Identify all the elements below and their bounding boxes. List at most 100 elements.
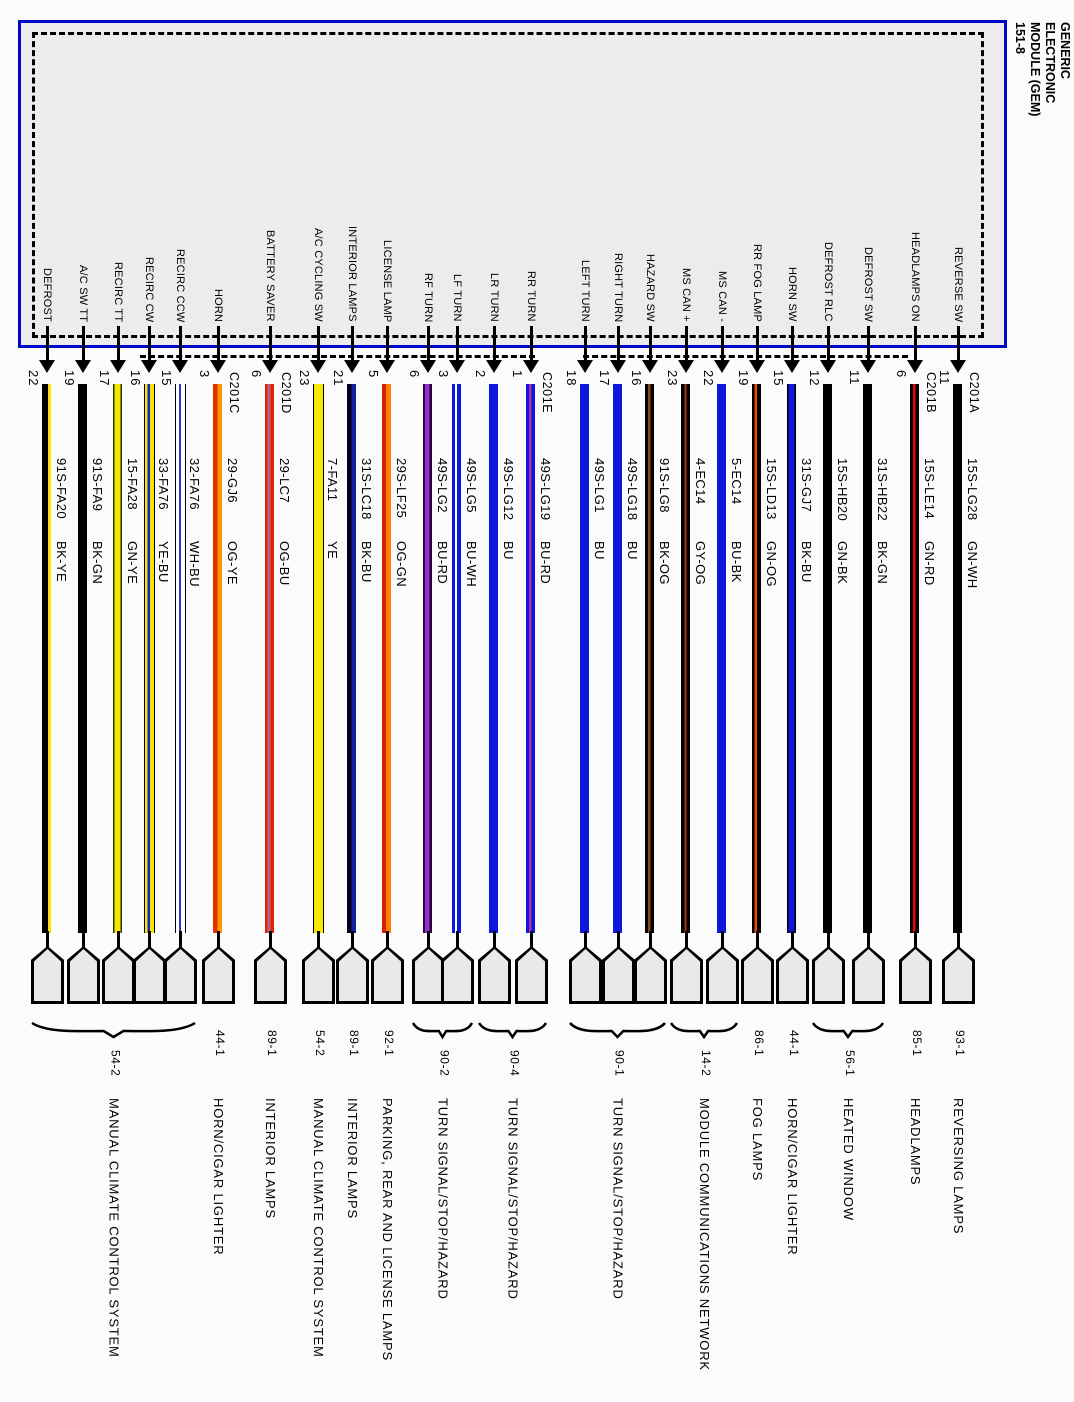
wire-circuit-label: 7-FA11 [325, 458, 340, 502]
arrow-down-icon [860, 360, 876, 373]
connector [812, 946, 845, 1004]
group-brace [569, 1022, 666, 1039]
connector-label: C201E [540, 372, 554, 414]
pin-number: 5 [366, 370, 381, 379]
wire-circuit-label: 91S-LG8 [657, 458, 672, 513]
pin-line [317, 326, 320, 364]
wire [382, 384, 391, 933]
wire-stub [957, 931, 960, 948]
pin-label: DEFROST SW [862, 246, 874, 322]
wire-stub [914, 931, 917, 948]
connector-face [945, 949, 972, 1001]
group-name: MODULE COMMUNICATIONS NETWORK [697, 1098, 712, 1371]
wire-stub [427, 931, 430, 948]
group-brace [670, 1022, 738, 1040]
pin-label: RR TURN [525, 271, 537, 322]
arrow-down-icon [486, 360, 502, 373]
pin-number: 6 [407, 370, 422, 379]
arrow-down-icon [344, 360, 360, 373]
pin-number: 19 [736, 370, 751, 387]
wire-color-label: BK-OG [657, 541, 672, 585]
connector [254, 946, 287, 1004]
connector [371, 946, 404, 1004]
pin-line [351, 326, 354, 364]
connector-face [205, 949, 232, 1001]
pin-line [867, 326, 870, 364]
connector-face [444, 949, 471, 1001]
group-name: REVERSING LAMPS [951, 1098, 966, 1235]
wire-circuit-label: 4-EC14 [693, 458, 708, 505]
pin-label-box: RR TURN [521, 38, 541, 322]
wire [910, 384, 919, 933]
pin-label-box: RECIRC CCW [170, 38, 190, 323]
connector-face [902, 949, 929, 1001]
pin-label: LF TURN [451, 274, 463, 322]
wire-stub [867, 931, 870, 948]
group-brace [812, 1022, 884, 1040]
wire-stub [351, 931, 354, 948]
wire-circuit-label: 15S-LG28 [965, 458, 980, 521]
wire-circuit-label: 15S-LD13 [764, 458, 779, 520]
connector-label: C201D [279, 372, 293, 414]
connector [31, 946, 64, 1004]
connector-face [855, 949, 882, 1001]
arrow-down-icon [749, 360, 765, 373]
pin-number: 2 [473, 370, 488, 379]
pin-number: 6 [249, 370, 264, 379]
wire-color-label: BK-GN [90, 541, 105, 585]
pin-number: 17 [97, 370, 112, 387]
connector-face [572, 949, 599, 1001]
pin-label: DEFROST [41, 268, 53, 322]
connector-face [70, 949, 97, 1001]
group-name: MANUAL CLIMATE CONTROL SYSTEM [311, 1098, 326, 1358]
wire [717, 384, 726, 933]
wire-color-label: BU [592, 541, 607, 560]
wire-stub [148, 931, 151, 948]
wire-circuit-label: 91S-FA9 [90, 458, 105, 512]
pin-line [82, 326, 85, 364]
connector [670, 946, 703, 1004]
pin-number: 22 [26, 370, 41, 387]
module-title: GENERIC ELECTRONIC MODULE (GEM) 151-8 [1013, 22, 1072, 117]
pin-number: 3 [197, 370, 212, 379]
pin-label: LR TURN [488, 273, 500, 322]
pin-line [46, 326, 49, 364]
pin-label-box: RECIRC TT [108, 38, 128, 322]
group-name: FOG LAMPS [750, 1098, 765, 1182]
pin-label: RR FOG LAMP [751, 244, 763, 322]
wire [144, 384, 155, 933]
wire-circuit-label: 32-FA76 [187, 458, 202, 510]
arrow-down-icon [642, 360, 658, 373]
arrow-down-icon [172, 360, 188, 373]
wire [580, 384, 589, 933]
wire [681, 384, 690, 933]
group-name: HEATED WINDOW [841, 1098, 856, 1221]
wire [489, 384, 498, 933]
arrow-down-icon [523, 360, 539, 373]
pin-label-box: RIGHT TURN [608, 38, 628, 322]
arrow-down-icon [820, 360, 836, 373]
arrow-down-icon [262, 360, 278, 373]
arrow-down-icon [950, 360, 966, 373]
pin-label: HEADLAMPS ON [909, 232, 921, 322]
gem-module-dashed-border [32, 32, 984, 338]
wire-circuit-label: 49S-LG5 [464, 458, 479, 513]
wire-circuit-label: 29-LC7 [277, 458, 292, 504]
pin-label-box: DEFROST RLC [818, 38, 838, 322]
group-name: HORN/CIGAR LIGHTER [785, 1098, 800, 1256]
wire-circuit-label: 49S-LG2 [435, 458, 450, 513]
pin-number: 15 [159, 370, 174, 387]
connector [441, 946, 474, 1004]
wire-color-label: OG-GN [394, 541, 409, 588]
wire-stub [756, 931, 759, 948]
connector-face [305, 949, 332, 1001]
pin-number: 18 [564, 370, 579, 387]
wire-circuit-label: 49S-LG12 [501, 458, 516, 521]
pin-label: RF TURN [422, 272, 434, 322]
connector-label: C201A [967, 372, 981, 414]
wire-color-label: BK-GN [875, 541, 890, 585]
connector [602, 946, 635, 1004]
connector-face [481, 949, 508, 1001]
pin-label: HAZARD SW [644, 254, 656, 322]
wire [313, 384, 324, 933]
